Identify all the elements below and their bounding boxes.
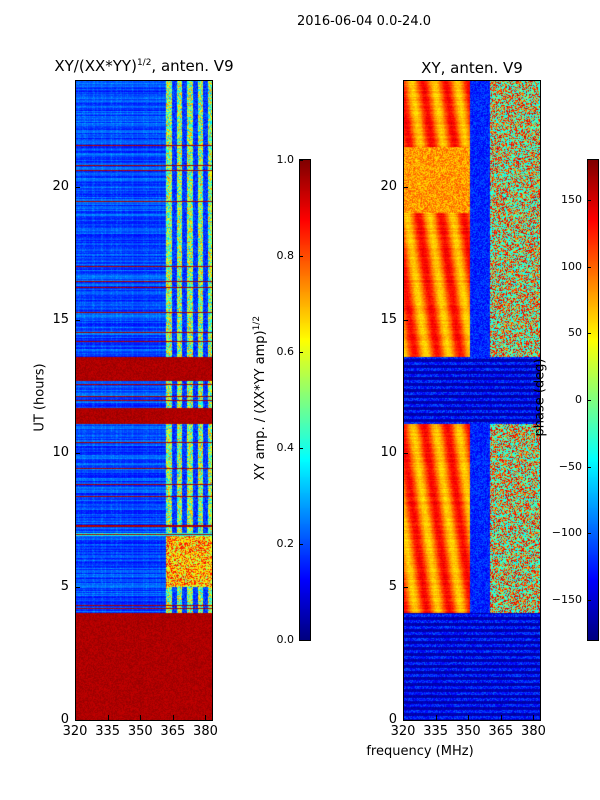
colorbar-tick-mark: [300, 544, 303, 545]
colorbar-tick-label: 0.4: [276, 441, 295, 454]
colorbar-tick-mark: [300, 352, 303, 353]
x-tick-mark: [500, 715, 502, 720]
colorbar-tick-label: 0.6: [276, 345, 295, 358]
colorbar-tick-label: 100: [561, 259, 582, 273]
x-tick-label: 365: [488, 724, 514, 739]
y-tick-mark: [75, 186, 80, 188]
y-tick-mark: [403, 453, 408, 455]
left-colorbar-label: XY amp. / (XX*YY amp)1/2: [252, 298, 268, 498]
left-colorbar-frame: [299, 159, 311, 641]
x-tick-label: 335: [95, 724, 121, 739]
colorbar-tick-mark: [588, 200, 591, 201]
y-tick-label: 5: [60, 578, 69, 594]
left-title-tail: , anten. V9: [151, 57, 234, 75]
y-tick-mark: [403, 186, 408, 188]
left-title-sup: 1/2: [136, 58, 152, 68]
colorbar-tick-label: 150: [561, 193, 582, 206]
left-panel-title: XY/(XX*YY)1/2, anten. V9: [30, 57, 258, 75]
colorbar-tick-mark: [300, 256, 303, 257]
right-heatmap-frame: [403, 80, 541, 721]
colorbar-tick-label: 50: [568, 326, 582, 340]
figure-suptitle: 2016-06-04 0.0-24.0: [297, 14, 431, 29]
y-tick-label: 0: [388, 712, 397, 727]
right-heatmap: [403, 80, 540, 720]
y-tick-mark: [403, 586, 408, 588]
y-tick-mark: [75, 453, 80, 455]
left-colorbar: [300, 160, 310, 640]
colorbar-tick-label: −50: [558, 459, 582, 473]
x-tick-label: 320: [390, 724, 416, 739]
y-tick-mark: [75, 586, 80, 588]
y-tick-label: 20: [380, 178, 397, 194]
right-colorbar: [588, 160, 598, 640]
x-tick-label: 380: [193, 724, 218, 739]
y-tick-mark: [75, 720, 80, 721]
colorbar-tick-mark: [588, 600, 591, 601]
colorbar-tick-mark: [588, 400, 591, 401]
x-tick-mark: [435, 715, 437, 720]
colorbar-tick-label: 0.8: [276, 249, 295, 262]
y-tick-label: 10: [380, 445, 397, 461]
x-tick-mark: [403, 715, 404, 720]
colorbar-tick-label: 0.2: [276, 537, 295, 550]
y-tick-label: 15: [380, 312, 397, 327]
y-tick-mark: [403, 720, 408, 721]
left-heatmap: [75, 80, 212, 720]
x-tick-mark: [75, 715, 76, 720]
colorbar-tick-mark: [588, 533, 591, 535]
x-tick-mark: [533, 715, 535, 720]
colorbar-tick-mark: [300, 640, 303, 641]
y-tick-label: 10: [52, 445, 69, 461]
left-cb-label-sup: 1/2: [251, 315, 262, 331]
x-tick-mark: [140, 715, 142, 720]
left-ylabel: UT (hours): [32, 363, 48, 432]
x-tick-label: 365: [160, 724, 186, 739]
left-heatmap-frame: [75, 80, 213, 721]
right-panel-title: XY, anten. V9: [421, 59, 523, 77]
x-tick-mark: [172, 715, 174, 720]
y-tick-label: 5: [388, 578, 397, 594]
x-tick-mark: [468, 715, 470, 720]
right-xlabel: frequency (MHz): [366, 744, 474, 759]
colorbar-tick-label: 0.0: [276, 633, 295, 646]
x-tick-label: 350: [455, 724, 481, 739]
y-tick-mark: [403, 320, 408, 321]
colorbar-tick-label: −100: [551, 526, 582, 540]
y-tick-label: 15: [52, 312, 69, 327]
colorbar-tick-mark: [300, 160, 303, 161]
colorbar-tick-mark: [300, 448, 303, 449]
x-tick-label: 380: [521, 724, 546, 739]
y-tick-label: 20: [52, 178, 69, 194]
colorbar-tick-mark: [588, 466, 591, 468]
x-tick-mark: [205, 715, 207, 720]
y-tick-label: 0: [60, 712, 69, 727]
y-tick-mark: [75, 320, 80, 321]
right-colorbar-frame: [587, 159, 599, 641]
x-tick-label: 335: [423, 724, 449, 739]
x-tick-label: 350: [127, 724, 153, 739]
colorbar-tick-mark: [588, 266, 591, 268]
x-tick-mark: [107, 715, 109, 720]
x-tick-label: 320: [62, 724, 88, 739]
colorbar-tick-label: 1.0: [276, 153, 295, 166]
right-colorbar-label: phase (deg): [532, 358, 548, 437]
colorbar-tick-label: 0: [575, 393, 582, 406]
colorbar-tick-label: −150: [551, 593, 582, 606]
left-title-main: XY/(XX*YY): [54, 57, 137, 75]
colorbar-tick-mark: [588, 333, 591, 335]
